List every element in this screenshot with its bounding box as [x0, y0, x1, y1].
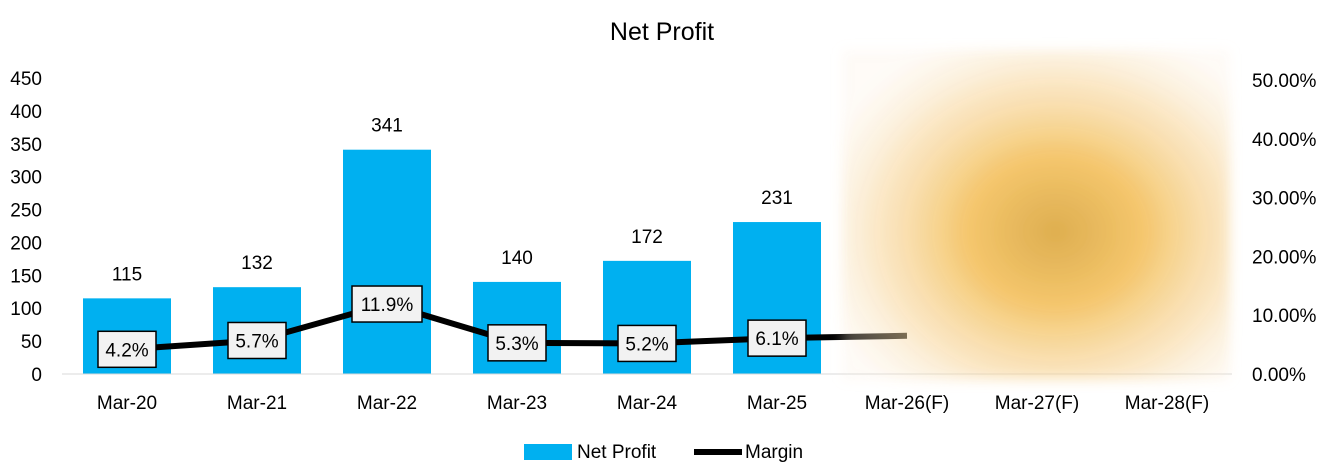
margin-data-label: 5.2%	[625, 334, 668, 355]
legend-label-net-profit: Net Profit	[577, 442, 657, 463]
margin-label-box	[227, 321, 287, 360]
category-label: Mar-27(F)	[995, 393, 1079, 414]
margin-data-label: 5.3%	[495, 334, 538, 355]
net-profit-bar	[343, 149, 431, 374]
category-label: Mar-23	[487, 393, 547, 414]
left-axis-tick-label: 150	[10, 266, 42, 287]
left-axis-tick-label: 50	[21, 332, 42, 353]
chart-title: Net Profit	[610, 18, 714, 46]
left-axis-tick-label: 450	[10, 69, 42, 90]
right-axis-tick-label: 40.00%	[1252, 130, 1317, 151]
category-label: Mar-21	[227, 393, 287, 414]
category-label: Mar-20	[97, 393, 157, 414]
net-profit-data-label: 341	[371, 116, 403, 137]
net-profit-data-label: 231	[761, 188, 793, 209]
bar-data-labels: 115 132 341 140 172 231	[112, 116, 793, 286]
margin-label-box	[487, 324, 547, 362]
margin-data-label: 11.9%	[361, 295, 414, 316]
left-axis-tick-label: 100	[10, 299, 42, 320]
net-profit-data-label: 132	[241, 253, 273, 274]
left-axis-tick-label: 250	[10, 201, 42, 222]
legend-swatch-net-profit	[524, 444, 572, 460]
blurred-overlay	[842, 50, 1230, 380]
margin-data-label: 6.1%	[755, 329, 798, 350]
left-axis: 0 50 100 150 200 250 300 350 400 450	[10, 69, 42, 386]
margin-label-box	[617, 324, 677, 363]
margin-data-label: 4.2%	[105, 340, 148, 361]
category-label: Mar-28(F)	[1125, 393, 1209, 414]
left-axis-tick-label: 400	[10, 102, 42, 123]
category-label: Mar-26(F)	[865, 393, 949, 414]
category-label: Mar-22	[357, 393, 417, 414]
margin-label-box	[97, 330, 157, 369]
net-profit-data-label: 172	[631, 227, 663, 248]
category-axis-labels: Mar-20 Mar-21 Mar-22 Mar-23 Mar-24 Mar-25 Mar-…	[97, 393, 1209, 414]
left-axis-tick-label: 0	[31, 365, 42, 386]
right-axis-tick-label: 30.00%	[1252, 189, 1317, 210]
category-label: Mar-24	[617, 393, 678, 414]
legend: Net Profit Margin	[524, 442, 803, 463]
right-axis-tick-label: 10.00%	[1252, 306, 1317, 327]
right-axis: 0.00% 10.00% 20.00% 30.00% 40.00% 50.00%	[1252, 71, 1317, 386]
left-axis-tick-label: 350	[10, 135, 42, 156]
margin-label-box	[747, 319, 807, 357]
margin-label-box	[351, 285, 423, 323]
net-profit-data-label: 115	[112, 264, 142, 285]
right-axis-tick-label: 50.00%	[1252, 71, 1317, 92]
margin-data-labels: 4.2% 5.7% 11.9% 5.3% 5.2% 6.1%	[97, 285, 807, 369]
left-axis-tick-label: 200	[10, 233, 42, 254]
category-label: Mar-25	[747, 393, 807, 414]
right-axis-tick-label: 20.00%	[1252, 247, 1317, 268]
margin-data-label: 5.7%	[235, 331, 278, 352]
legend-label-margin: Margin	[745, 442, 803, 463]
left-axis-tick-label: 300	[10, 168, 42, 189]
right-axis-tick-label: 0.00%	[1252, 365, 1306, 386]
net-profit-data-label: 140	[501, 248, 533, 269]
